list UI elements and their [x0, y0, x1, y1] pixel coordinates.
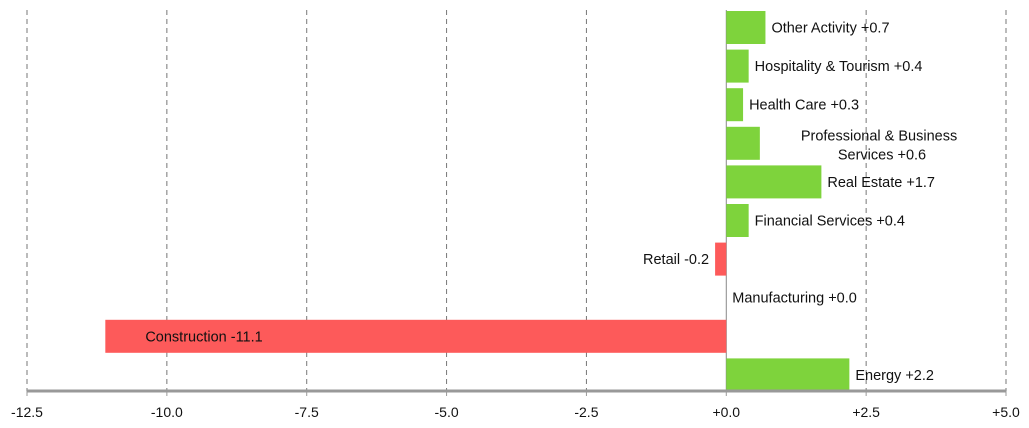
x-tick-label: +0.0 [712, 404, 740, 420]
bar-label: Retail -0.2 [643, 252, 709, 268]
bar [726, 49, 749, 83]
x-tick-label: -2.5 [574, 404, 598, 420]
bar-label: Other Activity +0.7 [771, 21, 889, 37]
bar [726, 165, 822, 199]
bar-label: Real Estate +1.7 [827, 175, 935, 191]
bar-label: Hospitality & Tourism +0.4 [755, 59, 923, 75]
x-tick-label: -5.0 [435, 404, 459, 420]
bar [726, 358, 850, 392]
x-tick-label: -10.0 [151, 404, 183, 420]
x-tick-label: +5.0 [992, 404, 1020, 420]
bar-labels: Other Activity +0.7 Hospitality & Tourism… [145, 21, 957, 384]
bar-label: Construction -11.1 [145, 329, 262, 345]
bar [715, 242, 727, 276]
bar-label: Professional & Business Services +0.6 [801, 128, 957, 163]
bar [105, 319, 727, 353]
bar-label: Manufacturing +0.0 [732, 291, 857, 307]
x-tick-label: +2.5 [852, 404, 880, 420]
x-axis: -12.5 -10.0 -7.5 -5.0 -2.5 +0.0 +2.5 +5.0 [11, 389, 1020, 420]
x-tick-label: -12.5 [11, 404, 43, 420]
x-tick-label: -7.5 [295, 404, 319, 420]
bar [726, 126, 760, 160]
bar-label: Energy +2.2 [855, 368, 934, 384]
bar-label: Health Care +0.3 [749, 98, 859, 114]
bars [105, 11, 850, 392]
bar [726, 204, 749, 237]
bar [726, 88, 744, 122]
bar-label: Financial Services +0.4 [755, 214, 905, 230]
gridlines [26, 10, 1007, 391]
bar [726, 11, 766, 44]
